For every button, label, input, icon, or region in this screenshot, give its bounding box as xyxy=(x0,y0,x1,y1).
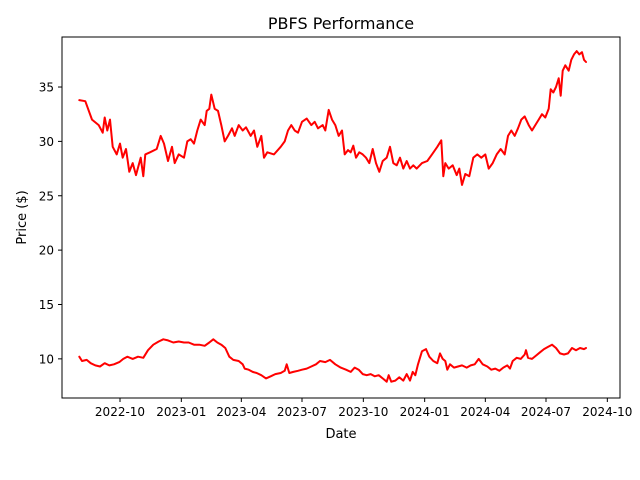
x-tick-label: 2023-10 xyxy=(338,405,388,419)
y-tick-label: 35 xyxy=(39,81,54,95)
x-tick-label: 2024-10 xyxy=(582,405,632,419)
x-tick-label: 2024-07 xyxy=(521,405,571,419)
y-axis: 10 15 20 25 30 35 xyxy=(39,81,62,366)
x-axis: 2022-10 2023-01 2023-04 2023-07 2023-10 2024-… xyxy=(95,398,632,419)
series-layer xyxy=(78,50,587,383)
chart-title: PBFS Performance xyxy=(268,14,414,33)
y-tick-label: 25 xyxy=(39,189,54,203)
y-tick-label: 15 xyxy=(39,298,54,312)
y-tick-label: 30 xyxy=(39,135,54,149)
x-tick-label: 2023-07 xyxy=(277,405,327,419)
x-tick-label: 2022-10 xyxy=(95,405,145,419)
price-line-1 xyxy=(78,50,587,186)
x-tick-label: 2024-01 xyxy=(400,405,450,419)
y-axis-label: Price ($) xyxy=(15,190,30,244)
x-axis-label: Date xyxy=(325,427,356,442)
x-tick-label: 2023-04 xyxy=(216,405,266,419)
plot-frame xyxy=(61,36,621,399)
y-tick-label: 20 xyxy=(39,244,54,258)
price-line-2 xyxy=(78,338,587,383)
x-tick-label: 2023-01 xyxy=(156,405,206,419)
y-tick-label: 10 xyxy=(39,352,54,366)
x-tick-label: 2024-04 xyxy=(460,405,510,419)
